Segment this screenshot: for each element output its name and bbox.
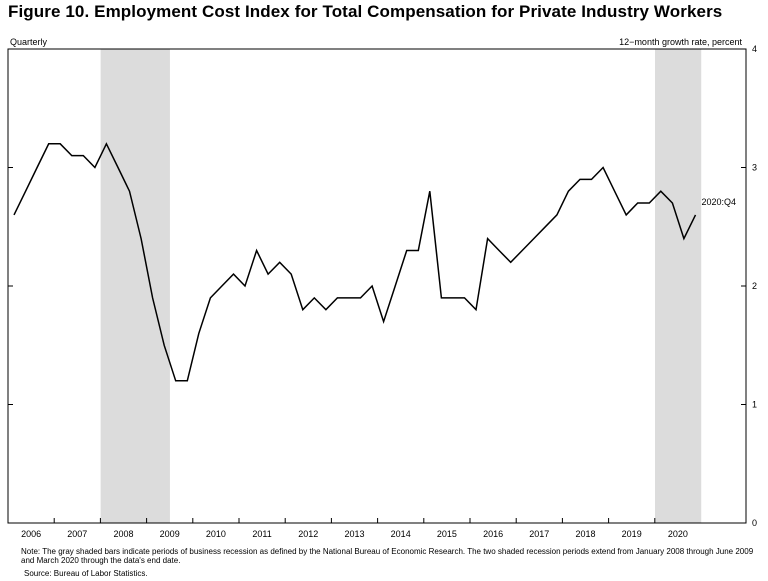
y-tick-label-1: 1 — [752, 400, 757, 410]
x-tick-label-2014: 2014 — [391, 529, 411, 539]
x-tick-label-2007: 2007 — [67, 529, 87, 539]
x-tick-label-2006: 2006 — [21, 529, 41, 539]
chart-source: Source: Bureau of Labor Statistics. — [24, 569, 148, 578]
y-axis-label: 12−month growth rate, percent — [619, 37, 742, 47]
x-tick-label-2009: 2009 — [160, 529, 180, 539]
x-tick-label-2017: 2017 — [529, 529, 549, 539]
recession-band-2 — [655, 49, 702, 523]
y-tick-label-3: 3 — [752, 163, 757, 173]
frequency-label: Quarterly — [10, 37, 48, 47]
x-tick-label-2008: 2008 — [113, 529, 133, 539]
x-tick-label-2013: 2013 — [344, 529, 364, 539]
x-tick-label-2020: 2020 — [668, 529, 688, 539]
x-tick-label-2012: 2012 — [298, 529, 318, 539]
x-tick-label-2016: 2016 — [483, 529, 503, 539]
ecI-growth-line — [13, 142, 697, 382]
chart-note: Note: The gray shaded bars indicate peri… — [21, 547, 754, 565]
x-tick-label-2018: 2018 — [575, 529, 595, 539]
y-tick-label-4: 4 — [752, 44, 757, 54]
y-tick-label-0: 0 — [752, 518, 757, 528]
recession-band-1 — [100, 49, 170, 523]
chart-title: Figure 10. Employment Cost Index for Tot… — [8, 2, 723, 21]
x-tick-label-2011: 2011 — [252, 529, 271, 539]
x-tick-label-2010: 2010 — [206, 529, 226, 539]
x-tick-label-2019: 2019 — [622, 529, 642, 539]
x-tick-label-2015: 2015 — [437, 529, 457, 539]
y-tick-label-2: 2 — [752, 281, 757, 291]
end-point-label: 2020:Q4 — [701, 197, 736, 207]
